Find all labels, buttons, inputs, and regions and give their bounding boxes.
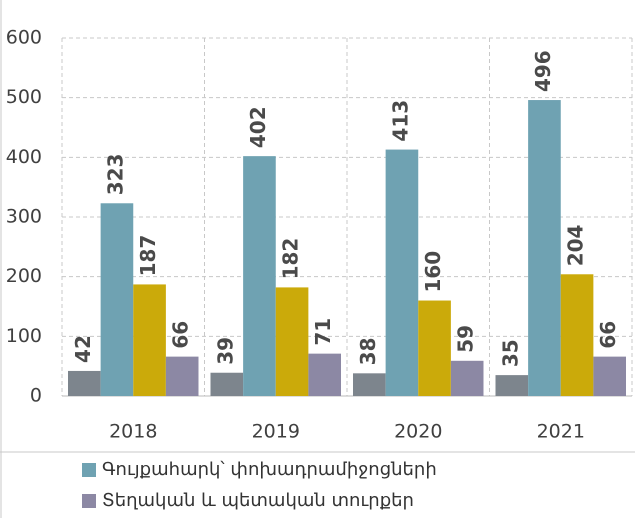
x-tick-label: 2019 <box>252 421 300 443</box>
bar <box>560 274 594 396</box>
y-tick-label: 300 <box>6 206 42 228</box>
legend-swatch <box>82 494 96 508</box>
bar <box>133 284 166 396</box>
bar <box>450 360 484 396</box>
value-label: 204 <box>564 225 588 267</box>
value-label: 413 <box>388 100 412 142</box>
value-label: 182 <box>279 238 303 280</box>
value-label: 39 <box>213 337 237 365</box>
x-tick-label: 2021 <box>537 421 585 443</box>
bar <box>385 149 419 396</box>
value-label: 35 <box>498 339 522 367</box>
y-tick-label: 400 <box>6 146 42 168</box>
value-label: 66 <box>169 321 193 349</box>
value-label: 160 <box>421 251 445 293</box>
value-label: 496 <box>531 50 555 92</box>
legend-label: Գույքահարկ՝ փոխադրամիջոցների <box>102 459 437 480</box>
value-label: 59 <box>454 325 478 353</box>
value-label: 38 <box>356 337 380 365</box>
bar <box>593 356 626 396</box>
y-tick-label: 200 <box>6 265 42 287</box>
bar <box>275 287 309 396</box>
value-label: 402 <box>246 106 270 148</box>
value-label: 187 <box>136 235 160 277</box>
x-tick-label: 2018 <box>109 421 157 443</box>
value-label: 323 <box>103 154 127 196</box>
bar <box>528 100 561 396</box>
value-label: 66 <box>596 321 620 349</box>
bar <box>210 372 244 396</box>
y-tick-label: 600 <box>6 27 42 49</box>
bar <box>353 373 386 396</box>
y-tick-label: 100 <box>6 325 42 347</box>
y-tick-label: 500 <box>6 86 42 108</box>
bar <box>308 353 341 396</box>
bar <box>68 370 101 396</box>
bar <box>165 356 199 396</box>
legend-label: Տեղական և պետական տուրքեր <box>102 490 414 511</box>
value-label: 71 <box>311 318 335 346</box>
value-label: 42 <box>71 335 95 363</box>
legend-swatch <box>82 463 96 477</box>
y-tick-label: 0 <box>30 385 42 407</box>
bar <box>495 375 529 396</box>
bar <box>418 300 451 396</box>
bar <box>100 203 134 396</box>
x-tick-label: 2020 <box>394 421 442 443</box>
bar <box>243 156 276 396</box>
